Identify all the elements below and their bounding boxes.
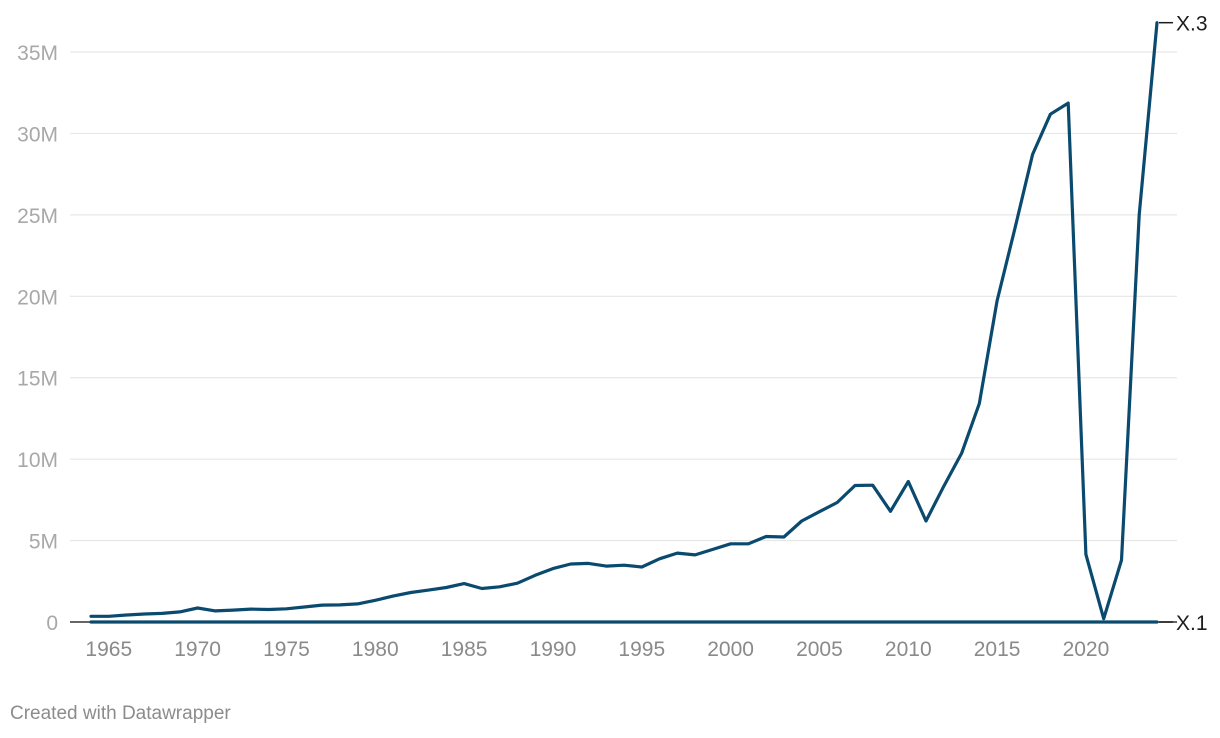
x-tick-label: 2015 <box>974 638 1021 661</box>
y-tick-label: 15M <box>17 368 58 391</box>
y-axis: 35M 30M 25M 20M 15M 10M 5M 0 <box>17 42 58 635</box>
x-tick-label: 1980 <box>352 638 399 661</box>
y-tick-label: 5M <box>29 531 58 554</box>
series-label-X-3: X.3 <box>1176 13 1208 36</box>
x-tick-label: 1995 <box>618 638 665 661</box>
series-lines <box>89 21 1159 624</box>
x-tick-label: 2010 <box>885 638 932 661</box>
series-labels: X.3 X.1 <box>1159 13 1208 635</box>
gridlines <box>70 51 1177 623</box>
x-axis: 1965 1970 1975 1980 1985 1990 1995 2000 2005 2010… <box>85 638 1109 661</box>
x-tick-label: 2000 <box>707 638 754 661</box>
x-tick-label: 1985 <box>441 638 488 661</box>
x-tick-label: 2005 <box>796 638 843 661</box>
y-tick-label: 30M <box>17 123 58 146</box>
series-line-X-3 <box>89 21 1159 621</box>
y-tick-label: 0 <box>46 612 58 635</box>
x-tick-label: 2020 <box>1063 638 1110 661</box>
x-tick-label: 1970 <box>174 638 221 661</box>
x-tick-label: 1975 <box>263 638 310 661</box>
x-tick-label: 1990 <box>530 638 577 661</box>
x-tick-label: 1965 <box>85 638 132 661</box>
y-tick-label: 10M <box>17 449 58 472</box>
credit-text: Created with Datawrapper <box>10 703 231 724</box>
y-tick-label: 35M <box>17 42 58 65</box>
y-tick-label: 20M <box>17 286 58 309</box>
y-tick-label: 25M <box>17 205 58 228</box>
series-label-X-1: X.1 <box>1176 612 1208 635</box>
